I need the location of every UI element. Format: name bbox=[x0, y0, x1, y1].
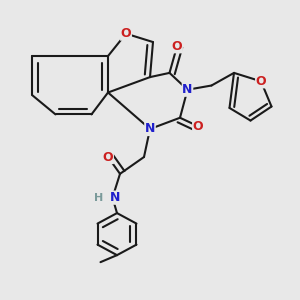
Text: H: H bbox=[94, 193, 104, 203]
Text: N: N bbox=[145, 122, 155, 136]
Text: O: O bbox=[172, 40, 182, 53]
Text: N: N bbox=[110, 191, 121, 204]
Text: N: N bbox=[182, 83, 193, 96]
Text: O: O bbox=[121, 27, 131, 40]
Text: O: O bbox=[193, 120, 203, 133]
Text: O: O bbox=[256, 75, 266, 88]
Text: O: O bbox=[103, 151, 113, 164]
